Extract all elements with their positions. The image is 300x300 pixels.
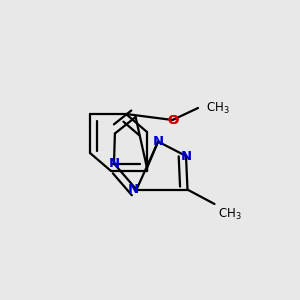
Text: N: N [108, 157, 120, 170]
Text: O: O [167, 113, 178, 127]
Text: N: N [128, 183, 139, 196]
Text: O: O [167, 113, 178, 127]
Text: CH$_3$: CH$_3$ [206, 100, 229, 116]
Text: N: N [152, 135, 164, 148]
Text: CH$_3$: CH$_3$ [218, 207, 241, 222]
Text: N: N [180, 149, 192, 163]
